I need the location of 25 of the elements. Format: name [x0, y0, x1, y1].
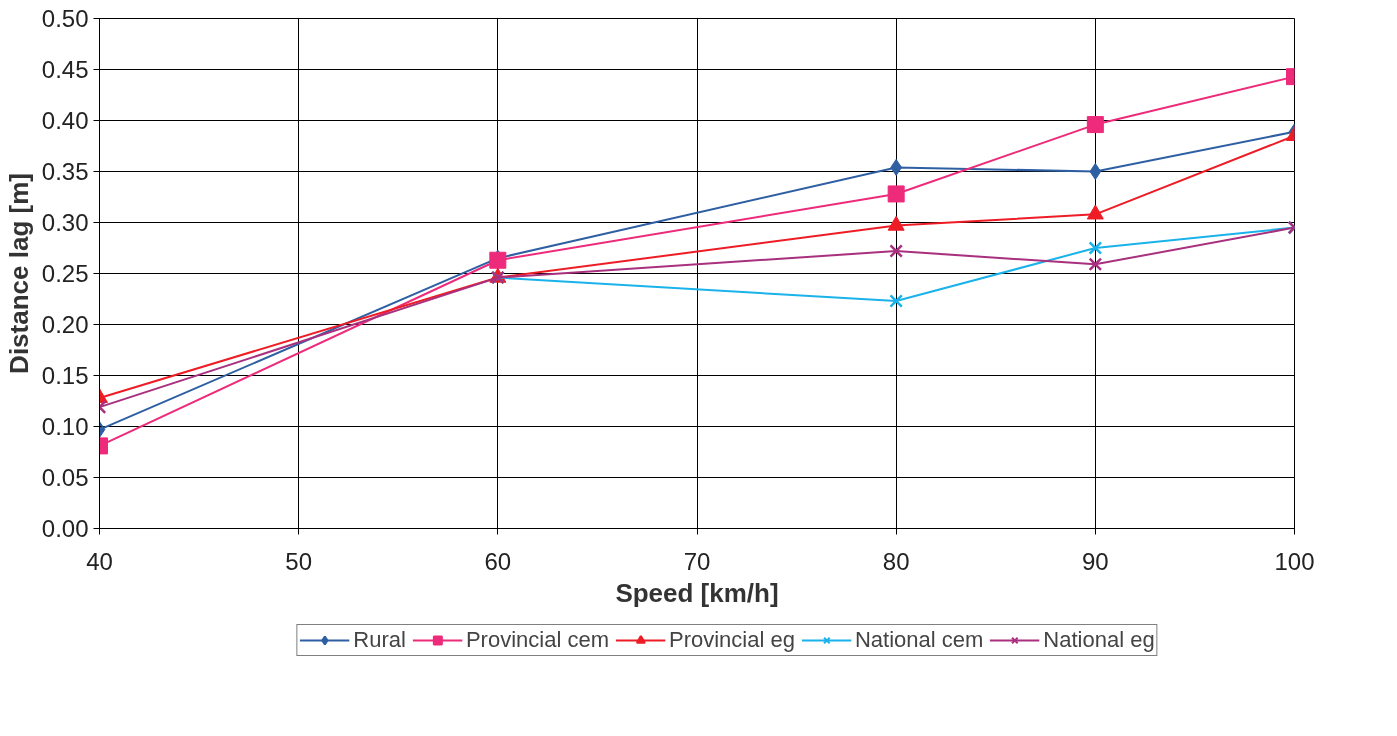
y-tick-label: 0.30: [41, 209, 89, 236]
y-tick-label: 0.05: [41, 464, 89, 491]
x-tick-label: 50: [285, 547, 313, 575]
x-tick-label: 40: [86, 547, 113, 575]
legend-label: Rural: [353, 627, 406, 653]
x-tick-label: 70: [683, 547, 711, 575]
x-tick-label: 90: [1081, 547, 1109, 575]
y-tick-label: 0.35: [41, 158, 89, 185]
y-tick-label: 0.40: [41, 107, 89, 134]
legend-label: National cem: [854, 627, 984, 653]
y-tick-label: 0.20: [41, 311, 89, 338]
x-tick-label: 60: [484, 547, 512, 575]
y-tick-label: 0.00: [41, 515, 89, 542]
x-tick-label: 80: [882, 547, 910, 575]
y-axis-title: Distance lag [m]: [3, 173, 34, 374]
x-tick-label: 100: [1274, 547, 1315, 575]
y-tick-label: 0.50: [41, 5, 89, 32]
y-tick-label: 0.45: [41, 56, 89, 83]
y-tick-label: 0.15: [41, 362, 89, 389]
y-tick-label: 0.25: [41, 260, 89, 287]
y-tick-label: 0.10: [41, 413, 89, 440]
legend-label: Provincial cem: [465, 627, 609, 653]
legend-label: Provincial eg: [668, 627, 795, 653]
legend-label: National eg: [1043, 627, 1155, 653]
x-axis-title: Speed [km/h]: [615, 577, 779, 608]
